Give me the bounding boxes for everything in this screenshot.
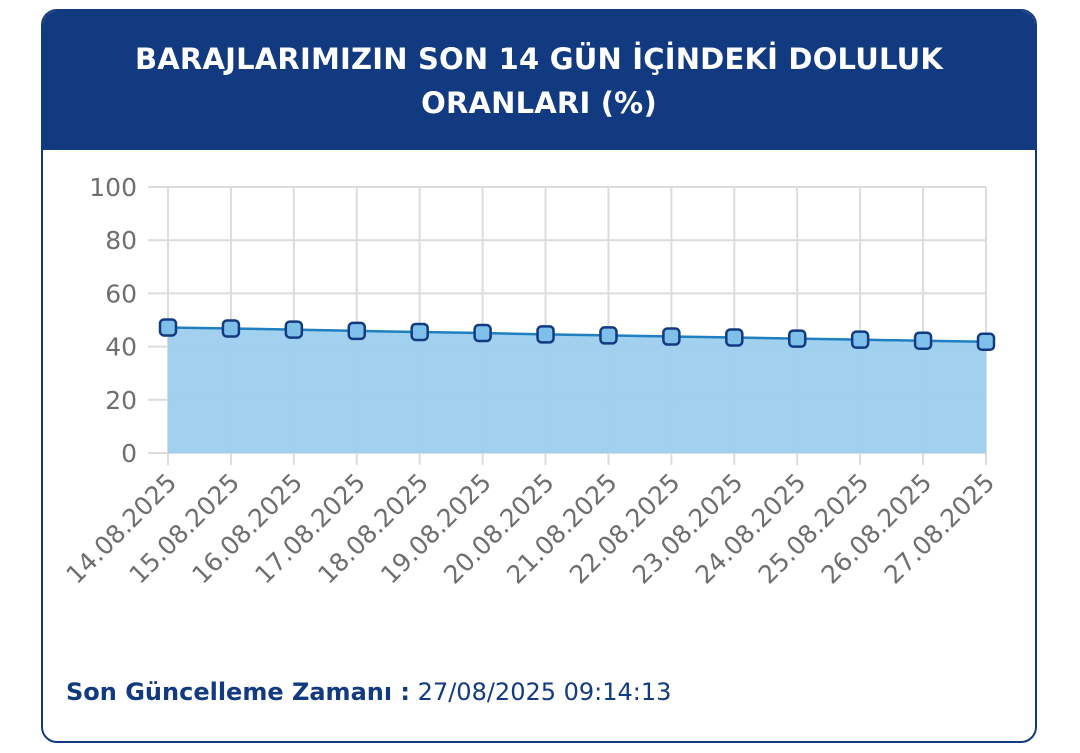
data-point[interactable] [410,322,429,342]
data-point[interactable] [158,318,178,337]
data-point[interactable] [284,320,304,339]
y-axis-ticks: 0 20 40 60 80 100 [89,173,137,468]
y-tick-label: 40 [105,333,137,362]
area-fill [168,327,986,453]
data-point[interactable] [976,332,996,352]
data-point[interactable] [787,329,807,348]
data-point[interactable] [599,326,618,345]
data-point[interactable] [473,323,492,343]
card-header: BARAJLARIMIZIN SON 14 GÜN İÇİNDEKİ DOLUL… [43,11,1035,150]
last-update-label: Son Güncelleme Zamanı : [66,678,411,706]
data-point[interactable] [662,327,681,346]
y-tick-label: 60 [105,279,137,308]
data-point[interactable] [221,319,241,338]
y-tick-label: 0 [121,439,137,468]
last-update-value: 27/08/2025 09:14:13 [417,678,672,706]
data-point[interactable] [913,331,933,350]
data-point[interactable] [850,330,870,349]
data-point[interactable] [725,328,744,347]
y-tick-label: 20 [105,386,137,415]
x-axis-ticks: 14.08.202515.08.202516.08.202517.08.2025… [61,468,1001,590]
last-update: Son Güncelleme Zamanı : 27/08/2025 09:14… [66,678,671,706]
chart-title: BARAJLARIMIZIN SON 14 GÜN İÇİNDEKİ DOLUL… [134,41,944,120]
data-point[interactable] [536,325,555,344]
area-layer [168,327,986,453]
line-layer [167,326,987,344]
y-tick-label: 100 [89,173,137,202]
marker-layer [158,318,996,352]
series-line [167,326,987,344]
y-tick-label: 80 [105,226,137,255]
data-point[interactable] [347,321,367,341]
